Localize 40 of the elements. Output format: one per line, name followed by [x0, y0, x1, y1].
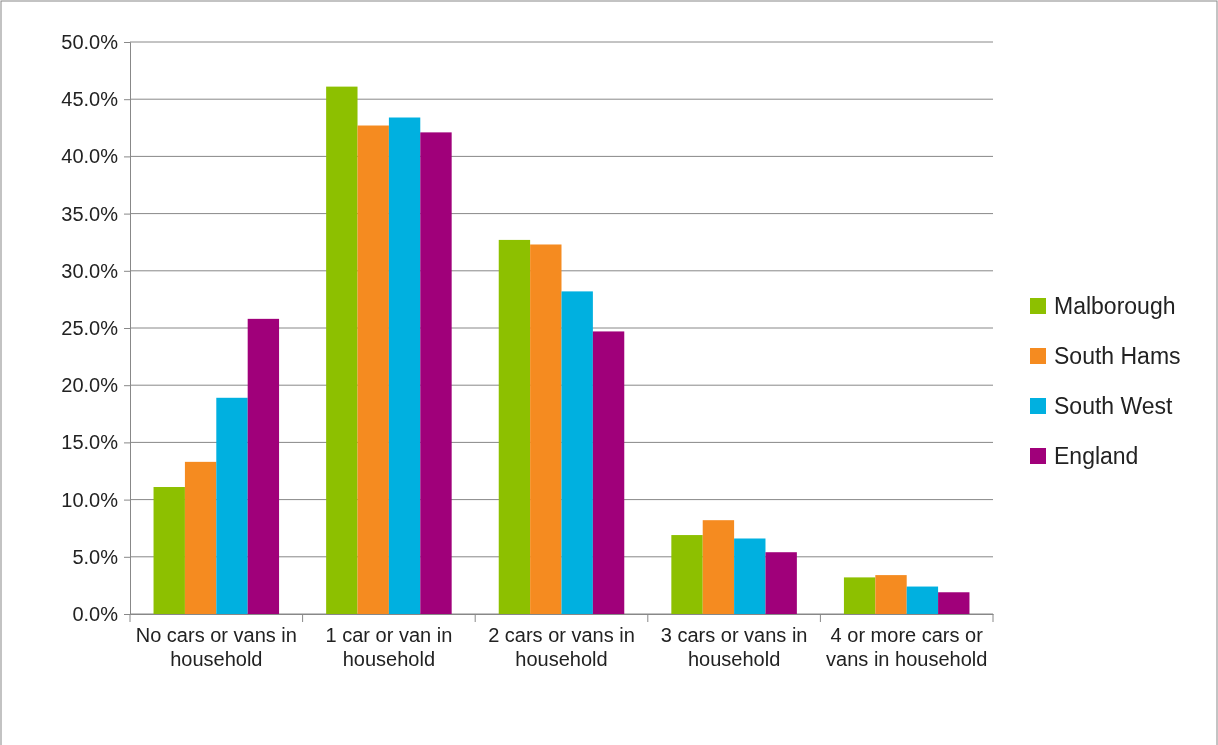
- bar: [420, 132, 452, 614]
- y-tick-label: 30.0%: [61, 259, 119, 282]
- bar: [326, 86, 358, 614]
- y-tick-label: 5.0%: [72, 545, 119, 568]
- bar: [702, 520, 735, 614]
- x-tick-label: 1 car or van in household: [325, 624, 453, 671]
- bar: [938, 592, 970, 614]
- bar: [671, 535, 703, 614]
- bar: [247, 318, 280, 614]
- bar: [153, 487, 185, 614]
- x-tick-label: 2 cars or vans in household: [488, 624, 635, 671]
- bar: [388, 117, 421, 614]
- y-tick-label: 0.0%: [72, 602, 119, 625]
- bar: [357, 125, 389, 614]
- bar: [843, 577, 876, 614]
- bar: [561, 291, 593, 614]
- y-tick-label: 15.0%: [61, 431, 119, 454]
- y-tick-label: 50.0%: [61, 30, 119, 53]
- bar: [216, 397, 248, 614]
- y-tick-label: 10.0%: [61, 488, 119, 511]
- bar: [734, 538, 766, 614]
- bar: [530, 244, 562, 614]
- y-tick-label: 35.0%: [61, 202, 119, 225]
- bar: [875, 575, 907, 614]
- y-tick-label: 20.0%: [61, 374, 119, 397]
- y-tick-label: 45.0%: [61, 88, 119, 111]
- bar: [592, 331, 625, 614]
- legend-label: South Hams: [1054, 343, 1181, 370]
- x-tick-label: 4 or more cars or vans in household: [826, 624, 988, 671]
- y-tick-label: 40.0%: [61, 145, 119, 168]
- legend-label: England: [1054, 443, 1139, 470]
- bar: [498, 239, 531, 614]
- legend-label: South West: [1054, 393, 1174, 420]
- x-tick-label: 3 cars or vans in household: [660, 624, 808, 671]
- bar: [184, 461, 217, 614]
- y-tick-label: 25.0%: [61, 316, 119, 339]
- legend-label: Malborough: [1054, 293, 1176, 320]
- bar: [906, 586, 939, 614]
- x-tick-label: No cars or vans in household: [135, 624, 297, 671]
- bar: [765, 552, 797, 614]
